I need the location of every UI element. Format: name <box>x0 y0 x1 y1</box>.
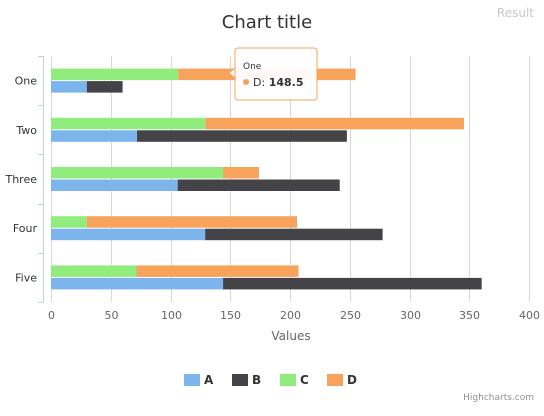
legend-label: A <box>204 373 214 387</box>
value-axis-title: Values <box>271 329 310 343</box>
value-tick-label: 50 <box>105 309 119 322</box>
bar-a-two[interactable] <box>51 130 138 142</box>
legend-item-b[interactable]: B <box>232 373 261 387</box>
tooltip: One D: 148.5 <box>228 47 318 101</box>
value-tick-label: 350 <box>459 309 480 322</box>
legend-swatch <box>184 374 200 386</box>
value-tick-label: 200 <box>280 309 301 322</box>
category-label-three: Three <box>4 173 37 186</box>
bar-a-four[interactable] <box>51 228 206 241</box>
category-label-five: Five <box>15 271 37 284</box>
bar-d-five[interactable] <box>136 265 299 277</box>
legend-label: C <box>300 373 309 387</box>
category-label-four: Four <box>13 222 38 235</box>
result-label[interactable]: Result <box>496 6 534 20</box>
bar-a-three[interactable] <box>51 179 178 192</box>
bar-d-two[interactable] <box>205 117 464 130</box>
value-tick-label: 400 <box>519 309 540 322</box>
bar-d-four[interactable] <box>86 216 298 228</box>
bar-b-four[interactable] <box>205 228 383 241</box>
bar-b-five[interactable] <box>223 277 482 290</box>
category-label-two: Two <box>15 124 37 137</box>
bar-c-one[interactable] <box>51 68 179 81</box>
bar-a-five[interactable] <box>51 277 224 290</box>
value-tick-label: 100 <box>161 309 182 322</box>
category-label-one: One <box>15 75 38 88</box>
legend-label: B <box>252 373 261 387</box>
tooltip-box <box>234 47 318 101</box>
value-tick-label: 300 <box>400 309 421 322</box>
bar-c-two[interactable] <box>51 117 206 130</box>
tooltip-value-line: D: 148.5 <box>253 76 303 89</box>
bar-a-one[interactable] <box>51 81 87 93</box>
credits-link[interactable]: Highcharts.com <box>463 393 534 403</box>
value-tick-label: 0 <box>48 309 55 322</box>
bar-c-three[interactable] <box>51 167 224 179</box>
value-tick-label: 250 <box>340 309 361 322</box>
legend-label: D <box>347 373 357 387</box>
bar-b-two[interactable] <box>137 130 347 142</box>
value-tick-label: 150 <box>220 309 241 322</box>
legend-item-d[interactable]: D <box>327 373 357 387</box>
bar-b-three[interactable] <box>177 179 340 192</box>
bar-b-one[interactable] <box>86 81 123 93</box>
tooltip-header: One <box>243 62 262 72</box>
bar-c-five[interactable] <box>51 265 137 277</box>
legend-swatch <box>327 374 343 386</box>
tooltip-series-dot <box>243 79 249 85</box>
legend-swatch <box>232 374 248 386</box>
legend-item-a[interactable]: A <box>184 373 214 387</box>
grid-layer <box>51 56 530 302</box>
legend-item-c[interactable]: C <box>280 373 309 387</box>
bars-layer <box>51 68 482 290</box>
chart-title: Chart title <box>222 12 312 33</box>
bar-c-four[interactable] <box>51 216 87 228</box>
legend-swatch <box>280 374 296 386</box>
legend[interactable]: A B C D <box>184 373 357 387</box>
bar-d-three[interactable] <box>223 167 259 179</box>
axis-layer: 0 50 100 150 200 250 300 350 400 One Two Three Four F… <box>4 56 540 322</box>
